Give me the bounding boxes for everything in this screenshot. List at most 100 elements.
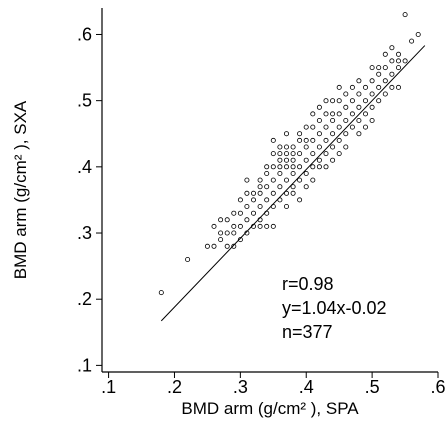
data-point: [283, 131, 289, 137]
data-point: [369, 65, 375, 71]
y-tick-label: .3: [77, 223, 92, 243]
data-point: [290, 144, 296, 150]
data-point: [310, 151, 316, 157]
data-point: [283, 203, 289, 209]
data-point: [336, 111, 342, 117]
data-point: [270, 137, 276, 143]
data-point: [257, 203, 263, 209]
data-point: [316, 118, 322, 124]
data-point: [402, 12, 408, 18]
data-point: [231, 230, 237, 236]
data-point: [218, 230, 224, 236]
data-point: [316, 144, 322, 150]
data-point: [231, 223, 237, 229]
data-point: [290, 157, 296, 163]
data-point: [330, 111, 336, 117]
data-point: [356, 104, 362, 110]
data-point: [204, 243, 210, 249]
y-axis-title: BMD arm (g/cm² ), SXA: [11, 100, 30, 279]
data-point: [362, 124, 368, 130]
data-point: [297, 151, 303, 157]
data-point: [237, 197, 243, 203]
x-axis-title: BMD arm (g/cm² ), SPA: [181, 399, 359, 418]
data-point: [290, 170, 296, 176]
data-point: [290, 184, 296, 190]
data-point: [356, 118, 362, 124]
data-point: [362, 98, 368, 104]
data-point: [283, 177, 289, 183]
axes: .1 .2 .3 .4 .5 .6 .1 .2 .3 .4 .5 .6: [77, 8, 445, 397]
data-point: [362, 84, 368, 90]
data-point: [395, 51, 401, 57]
data-point: [250, 190, 256, 196]
data-point: [290, 151, 296, 157]
data-point: [290, 164, 296, 170]
data-point: [336, 98, 342, 104]
data-point: [310, 124, 316, 130]
y-tick-label: .5: [77, 91, 92, 111]
data-point: [237, 223, 243, 229]
data-point: [330, 98, 336, 104]
data-point: [382, 51, 388, 57]
data-point: [356, 78, 362, 84]
data-point: [283, 151, 289, 157]
data-point: [257, 184, 263, 190]
data-point: [244, 217, 250, 223]
data-point: [349, 84, 355, 90]
data-point: [389, 45, 395, 51]
data-point: [395, 84, 401, 90]
x-tick-label: .6: [430, 377, 445, 397]
data-point: [343, 118, 349, 124]
data-point: [330, 118, 336, 124]
data-point: [297, 137, 303, 143]
data-point: [257, 223, 263, 229]
data-point: [310, 111, 316, 117]
data-point: [369, 104, 375, 110]
data-point: [224, 217, 230, 223]
data-point: [290, 190, 296, 196]
data-point: [297, 197, 303, 203]
data-point: [270, 177, 276, 183]
data-point: [349, 111, 355, 117]
data-point: [316, 104, 322, 110]
data-point: [303, 170, 309, 176]
data-point: [237, 237, 243, 243]
data-point: [257, 190, 263, 196]
y-tick-label: .6: [77, 24, 92, 44]
data-point: [415, 32, 421, 38]
data-point: [389, 58, 395, 64]
data-point: [382, 65, 388, 71]
data-point: [323, 111, 329, 117]
data-point: [270, 223, 276, 229]
data-point: [356, 131, 362, 137]
data-point: [277, 164, 283, 170]
data-point: [277, 157, 283, 163]
x-tick-label: .1: [101, 377, 116, 397]
data-point: [336, 84, 342, 90]
data-point: [395, 58, 401, 64]
data-point: [376, 71, 382, 77]
data-point: [376, 65, 382, 71]
data-point: [270, 151, 276, 157]
data-point: [264, 184, 270, 190]
data-point: [389, 71, 395, 77]
data-point: [270, 164, 276, 170]
data-point: [343, 91, 349, 97]
data-point: [316, 131, 322, 137]
data-point: [283, 144, 289, 150]
data-point: [310, 164, 316, 170]
data-point: [369, 78, 375, 84]
data-point: [336, 124, 342, 130]
data-point: [250, 210, 256, 216]
data-point: [277, 184, 283, 190]
data-point: [310, 137, 316, 143]
y-tick-label: .4: [77, 157, 92, 177]
data-point: [316, 164, 322, 170]
data-point: [244, 190, 250, 196]
data-point: [303, 137, 309, 143]
x-tick-label: .3: [233, 377, 248, 397]
data-point: [277, 144, 283, 150]
x-tick-label: .2: [167, 377, 182, 397]
data-point: [224, 230, 230, 236]
regression-line-group: [160, 45, 426, 322]
